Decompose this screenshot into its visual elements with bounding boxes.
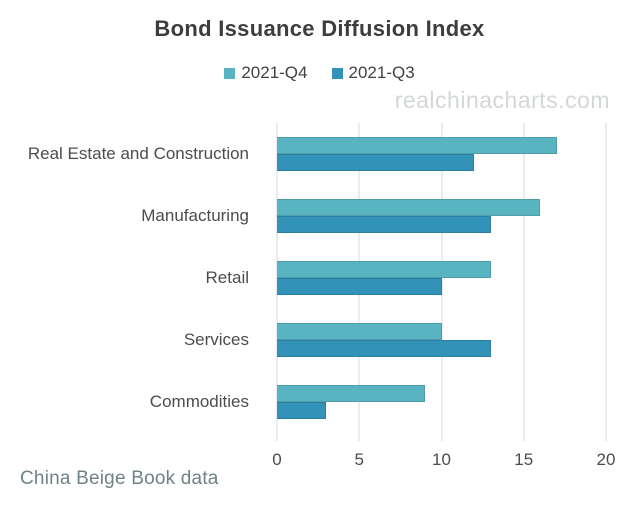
bar-pair bbox=[277, 385, 606, 419]
category-label: Services bbox=[183, 330, 249, 349]
category-row bbox=[277, 309, 606, 371]
legend-swatch-icon bbox=[224, 68, 236, 79]
category-label: Commodities bbox=[149, 392, 249, 411]
bar-2021-q4 bbox=[277, 137, 557, 154]
legend-label: 2021-Q4 bbox=[241, 63, 308, 82]
category-row bbox=[277, 371, 606, 433]
bar-2021-q4 bbox=[277, 199, 541, 216]
bar-2021-q4 bbox=[277, 385, 426, 402]
bar-2021-q3 bbox=[277, 154, 475, 171]
bar-2021-q3 bbox=[277, 278, 442, 295]
gridline bbox=[441, 123, 442, 441]
x-tick-label: 15 bbox=[514, 450, 534, 469]
x-tick-label: 10 bbox=[432, 450, 451, 469]
category-label: Retail bbox=[205, 268, 249, 287]
x-tick-label: 0 bbox=[272, 450, 282, 469]
x-tick-label: 20 bbox=[596, 450, 616, 469]
bar-2021-q3 bbox=[277, 340, 491, 357]
x-tick-label: 5 bbox=[354, 450, 364, 469]
bar-pair bbox=[277, 199, 606, 233]
category-label: Manufacturing bbox=[141, 206, 249, 225]
gridline bbox=[523, 123, 525, 441]
category-row bbox=[277, 123, 606, 185]
legend-swatch-icon bbox=[331, 68, 343, 79]
category-row bbox=[277, 247, 606, 309]
bar-pair bbox=[277, 261, 606, 295]
bar-pair bbox=[277, 137, 606, 171]
chart-title: Bond Issuance Diffusion Index bbox=[154, 16, 485, 41]
x-axis: 0 5 10 15 20 bbox=[272, 450, 615, 472]
bar-2021-q4 bbox=[277, 323, 442, 340]
watermark: realchinacharts.com bbox=[394, 87, 610, 113]
legend-item: 2021-Q4 bbox=[224, 63, 308, 83]
plot-area bbox=[276, 123, 607, 441]
legend: 2021-Q4 2021-Q3 bbox=[0, 63, 639, 83]
bar-2021-q3 bbox=[277, 216, 491, 233]
source-note: China Beige Book data bbox=[20, 468, 219, 489]
category-row bbox=[277, 185, 606, 247]
category-labels: Real Estate and Construction Manufacturin… bbox=[0, 123, 263, 433]
gridline bbox=[605, 123, 607, 441]
category-label: Real Estate and Construction bbox=[27, 144, 249, 163]
bar-2021-q4 bbox=[277, 261, 491, 278]
bar-pair bbox=[277, 323, 606, 357]
bar-2021-q3 bbox=[277, 402, 327, 419]
legend-item: 2021-Q3 bbox=[331, 63, 415, 83]
legend-label: 2021-Q3 bbox=[348, 63, 415, 82]
rows bbox=[277, 123, 606, 433]
